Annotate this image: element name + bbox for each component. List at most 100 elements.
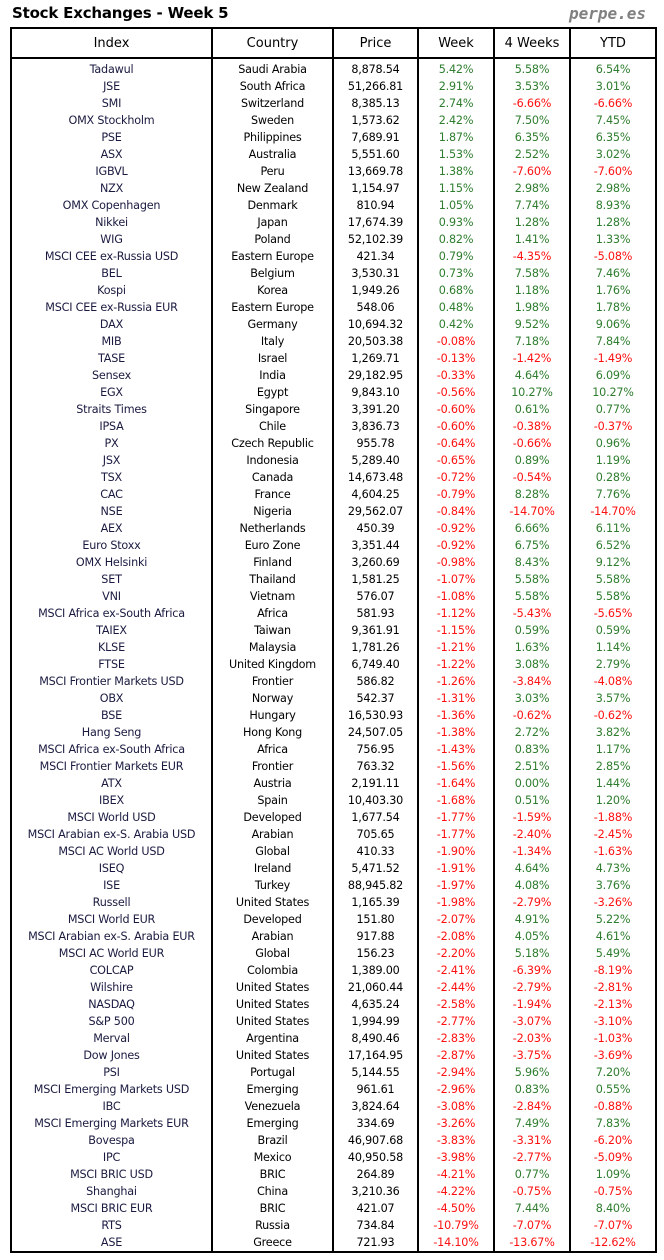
- cell-country: Argentina: [211, 1030, 334, 1047]
- cell-index: NZX: [10, 180, 213, 197]
- cell-week: -0.60%: [417, 401, 495, 418]
- cell-ytd: -3.10%: [569, 1013, 657, 1030]
- cell-4-weeks: 1.98%: [493, 299, 571, 316]
- cell-index: MSCI Africa ex-South Africa: [10, 605, 213, 622]
- cell-week: -1.36%: [417, 707, 495, 724]
- cell-price: 334.69: [332, 1115, 419, 1132]
- cell-price: 5,144.55: [332, 1064, 419, 1081]
- cell-price: 586.82: [332, 673, 419, 690]
- table-row: BSE Hungary 16,530.93 -1.36% -0.62% -0.62%: [10, 707, 657, 724]
- cell-price: 88,945.82: [332, 877, 419, 894]
- cell-ytd: 3.57%: [569, 690, 657, 707]
- cell-week: -2.94%: [417, 1064, 495, 1081]
- cell-ytd: 3.76%: [569, 877, 657, 894]
- table-row: PSI Portugal 5,144.55 -2.94% 5.96% 7.20%: [10, 1064, 657, 1081]
- cell-week: 0.42%: [417, 316, 495, 333]
- table-row: ISE Turkey 88,945.82 -1.97% 4.08% 3.76%: [10, 877, 657, 894]
- cell-index: OMX Helsinki: [10, 554, 213, 571]
- cell-ytd: 1.44%: [569, 775, 657, 792]
- cell-ytd: 0.96%: [569, 435, 657, 452]
- cell-index: COLCAP: [10, 962, 213, 979]
- cell-country: United States: [211, 1013, 334, 1030]
- cell-country: BRIC: [211, 1200, 334, 1217]
- cell-index: TASE: [10, 350, 213, 367]
- cell-price: 8,878.54: [332, 58, 419, 78]
- table-row: MSCI World USD Developed 1,677.54 -1.77% -1.…: [10, 809, 657, 826]
- cell-4-weeks: -3.75%: [493, 1047, 571, 1064]
- cell-country: Czech Republic: [211, 435, 334, 452]
- cell-price: 1,949.26: [332, 282, 419, 299]
- cell-week: 1.87%: [417, 129, 495, 146]
- cell-ytd: -5.65%: [569, 605, 657, 622]
- cell-week: 1.05%: [417, 197, 495, 214]
- cell-ytd: 6.52%: [569, 537, 657, 554]
- cell-price: 1,994.99: [332, 1013, 419, 1030]
- cell-4-weeks: -14.70%: [493, 503, 571, 520]
- table-row: MSCI Frontier Markets EUR Frontier 763.32-…: [10, 758, 657, 775]
- cell-week: -1.12%: [417, 605, 495, 622]
- header-country: Country: [211, 27, 334, 59]
- table-row: MSCI Emerging Markets EUR Emerging 334.69-…: [10, 1115, 657, 1132]
- cell-price: 5,551.60: [332, 146, 419, 163]
- cell-4-weeks: 0.83%: [493, 741, 571, 758]
- table-row: FTSE United Kingdom 6,749.40 -1.22% 3.08% 2.7…: [10, 656, 657, 673]
- cell-price: 51,266.81: [332, 78, 419, 95]
- cell-country: Turkey: [211, 877, 334, 894]
- table-row: IBC Venezuela 3,824.64 -3.08% -2.84% -0.88%: [10, 1098, 657, 1115]
- cell-ytd: 4.73%: [569, 860, 657, 877]
- cell-ytd: 5.22%: [569, 911, 657, 928]
- table-row: MSCI Frontier Markets USD Frontier 586.82-…: [10, 673, 657, 690]
- cell-index: Sensex: [10, 367, 213, 384]
- brand-logo[interactable]: perpe.es: [568, 4, 646, 23]
- cell-country: Emerging: [211, 1081, 334, 1098]
- cell-price: 756.95: [332, 741, 419, 758]
- cell-price: 264.89: [332, 1166, 419, 1183]
- cell-country: Chile: [211, 418, 334, 435]
- cell-index: MSCI Africa ex-South Africa: [10, 741, 213, 758]
- cell-4-weeks: 5.58%: [493, 58, 571, 78]
- cell-index: JSE: [10, 78, 213, 95]
- table-row: OMX Helsinki Finland 3,260.69 -0.98% 8.43% 9.…: [10, 554, 657, 571]
- table-row: KLSE Malaysia 1,781.26 -1.21% 1.63% 1.14%: [10, 639, 657, 656]
- cell-ytd: 9.06%: [569, 316, 657, 333]
- cell-index: OMX Stockholm: [10, 112, 213, 129]
- cell-price: 156.23: [332, 945, 419, 962]
- cell-4-weeks: 0.00%: [493, 775, 571, 792]
- cell-price: 14,673.48: [332, 469, 419, 486]
- table-row: S&P 500 United States 1,994.99 -2.77% -3.07%…: [10, 1013, 657, 1030]
- cell-ytd: -14.70%: [569, 503, 657, 520]
- cell-ytd: -0.88%: [569, 1098, 657, 1115]
- cell-week: -1.21%: [417, 639, 495, 656]
- cell-price: 581.93: [332, 605, 419, 622]
- cell-week: -4.50%: [417, 1200, 495, 1217]
- table-row: Sensex India 29,182.95 -0.33% 4.64% 6.09%: [10, 367, 657, 384]
- cell-price: 1,154.97: [332, 180, 419, 197]
- table-body: Tadawul Saudi Arabia 8,878.54 5.42% 5.58% 6.5…: [10, 58, 657, 1252]
- cell-week: -1.90%: [417, 843, 495, 860]
- cell-week: -0.64%: [417, 435, 495, 452]
- cell-week: -2.58%: [417, 996, 495, 1013]
- cell-4-weeks: 3.03%: [493, 690, 571, 707]
- cell-index: NSE: [10, 503, 213, 520]
- cell-4-weeks: 7.44%: [493, 1200, 571, 1217]
- table-row: MSCI Arabian ex-S. Arabia EUR Arabian 917.…: [10, 928, 657, 945]
- cell-4-weeks: -1.59%: [493, 809, 571, 826]
- cell-ytd: -7.60%: [569, 163, 657, 180]
- cell-index: ISEQ: [10, 860, 213, 877]
- table-row: MIB Italy 20,503.38 -0.08% 7.18% 7.84%: [10, 333, 657, 350]
- cell-week: -1.22%: [417, 656, 495, 673]
- cell-country: Italy: [211, 333, 334, 350]
- cell-ytd: -1.63%: [569, 843, 657, 860]
- cell-country: Peru: [211, 163, 334, 180]
- cell-country: Developed: [211, 911, 334, 928]
- cell-index: VNI: [10, 588, 213, 605]
- cell-index: Euro Stoxx: [10, 537, 213, 554]
- cell-index: IGBVL: [10, 163, 213, 180]
- cell-price: 1,573.62: [332, 112, 419, 129]
- cell-country: Finland: [211, 554, 334, 571]
- cell-country: Nigeria: [211, 503, 334, 520]
- cell-price: 16,530.93: [332, 707, 419, 724]
- table-row: CAC France 4,604.25 -0.79% 8.28% 7.76%: [10, 486, 657, 503]
- cell-4-weeks: 3.08%: [493, 656, 571, 673]
- cell-country: Africa: [211, 741, 334, 758]
